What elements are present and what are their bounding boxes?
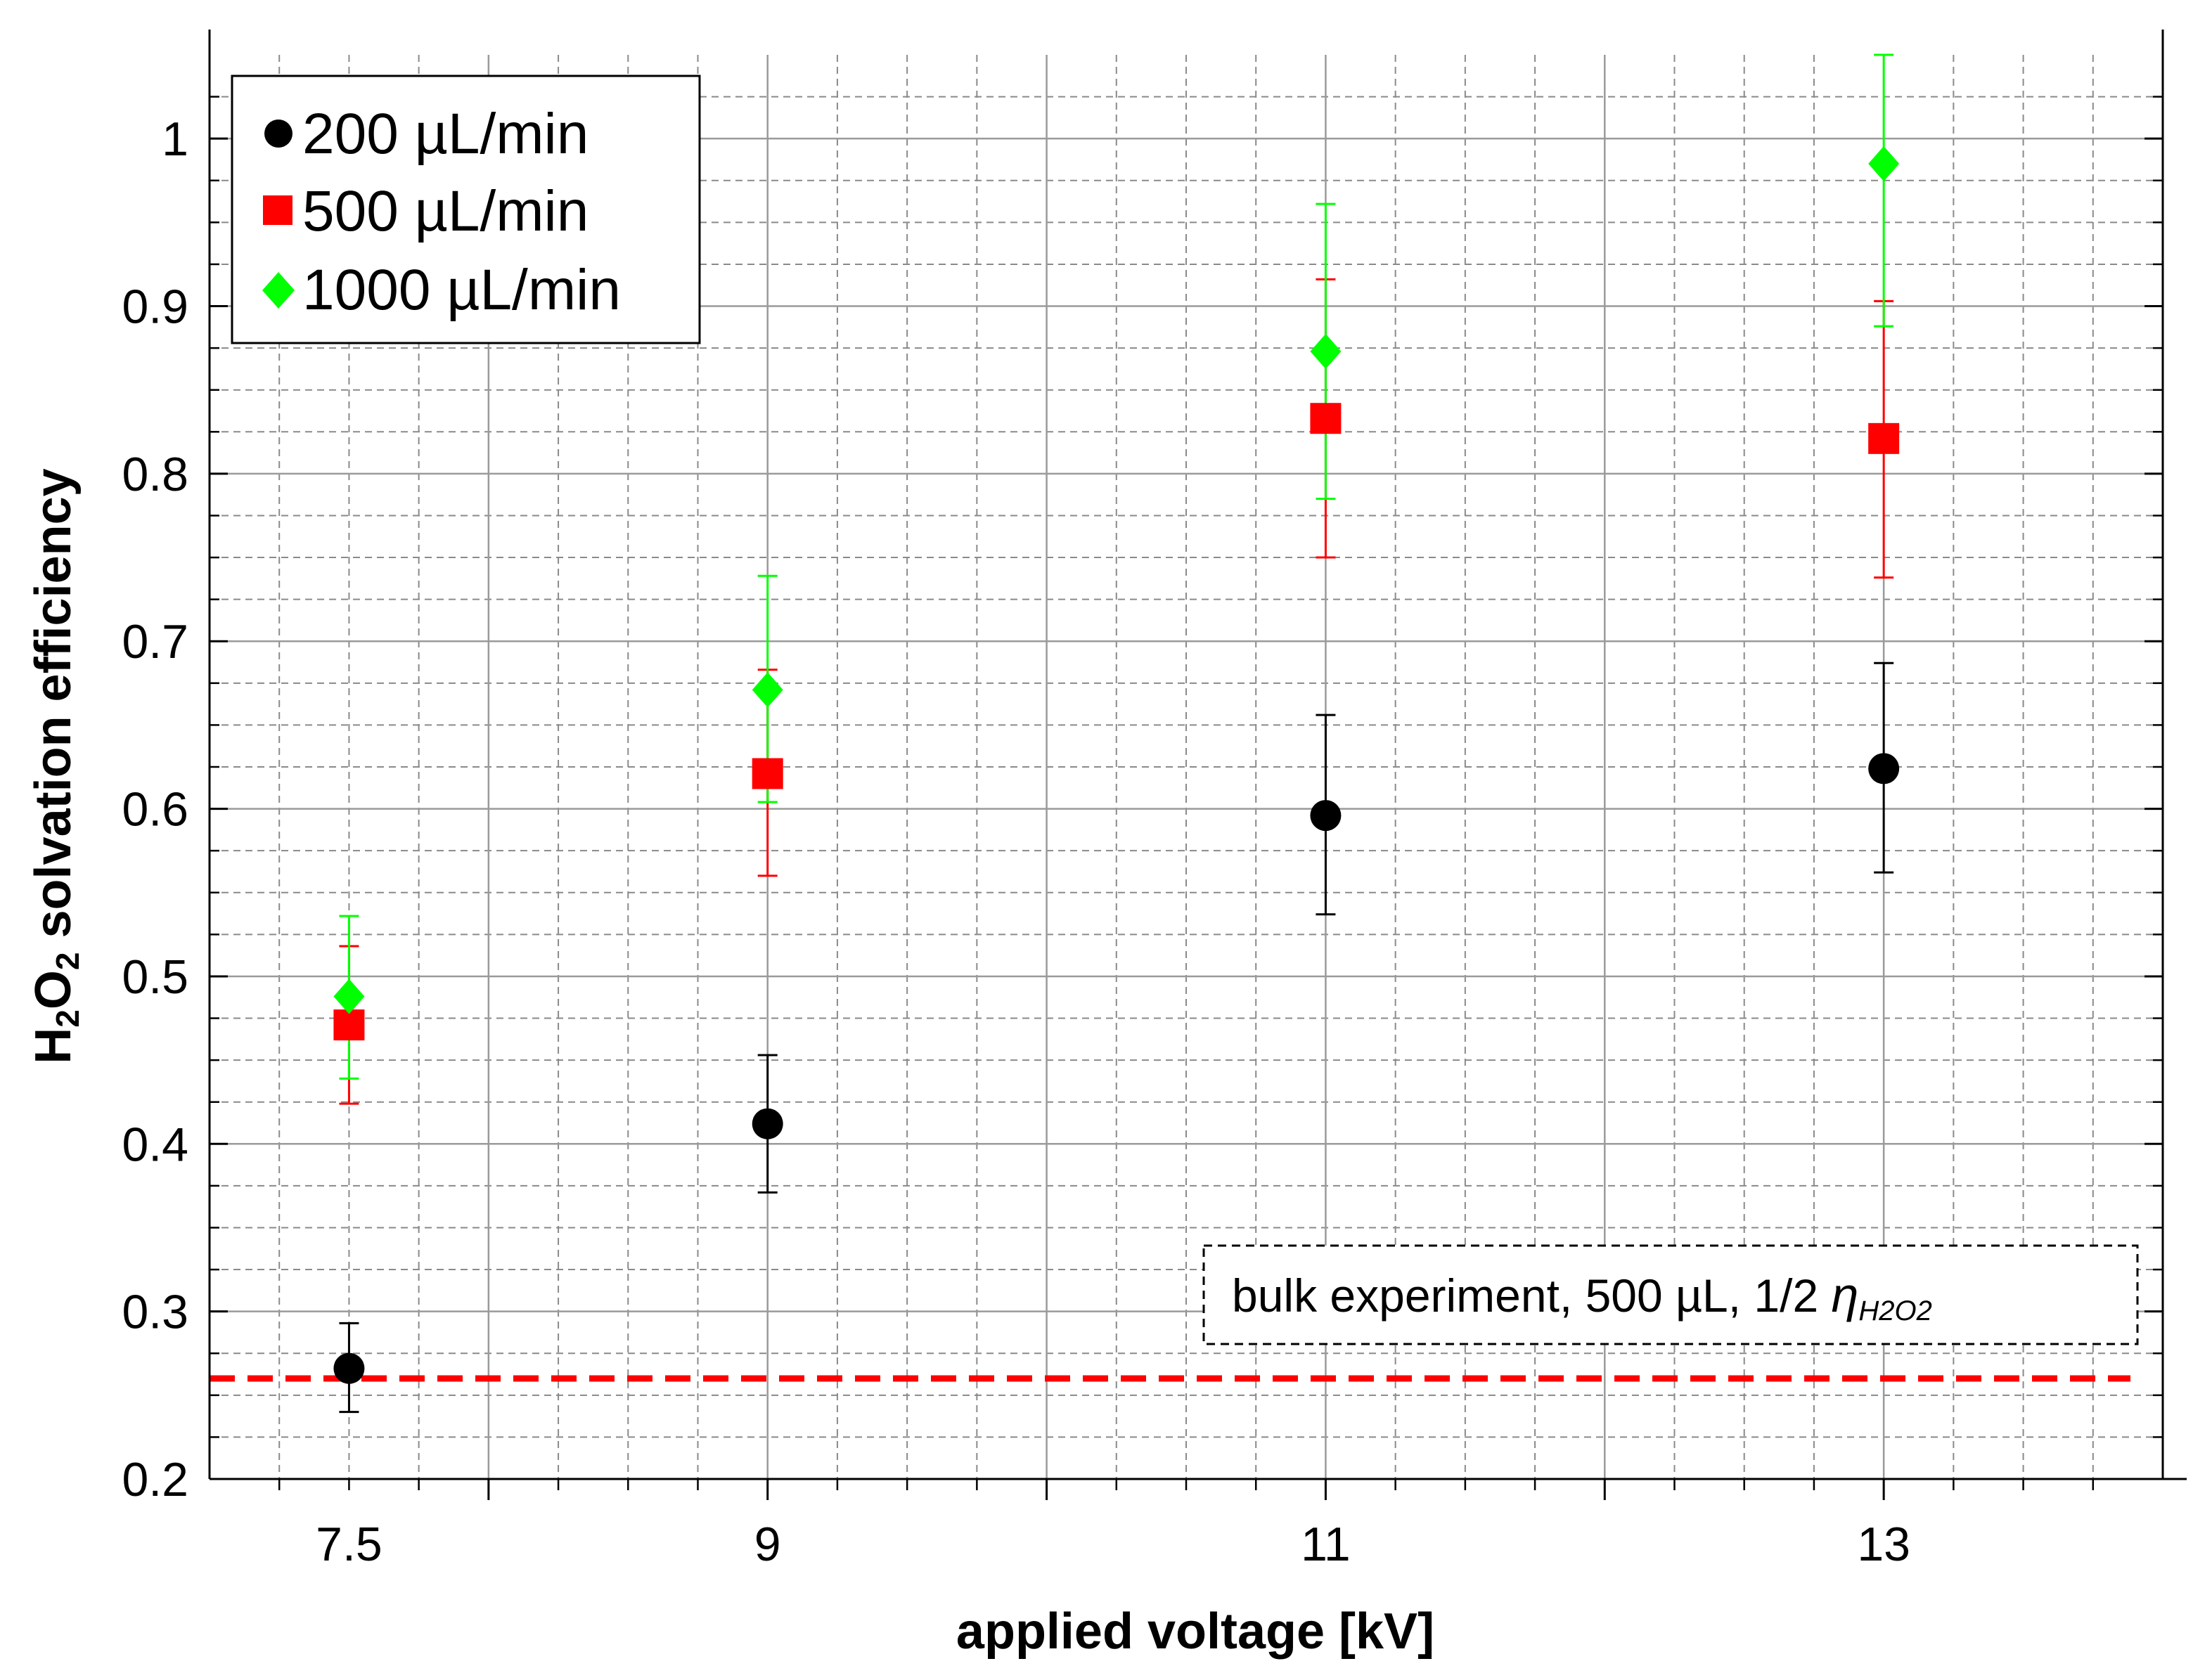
y-tick-label: 0.2 [122,1453,188,1506]
y-tick-label: 0.9 [122,280,188,334]
y-tick-label: 0.4 [122,1118,188,1171]
data-point-1000 [1868,146,1900,181]
x-tick-label: 13 [1857,1518,1910,1571]
x-axis-title: applied voltage [kV] [956,1603,1434,1660]
data-point-1000 [333,978,365,1014]
tick-labels: 0.2 0.3 0.4 0.5 0.6 0.7 0.8 0.9 1 7.5 9 11 13 [122,112,1910,1571]
y-tick-label: 0.7 [122,615,188,668]
y-tick-label: 0.5 [122,950,188,1004]
axes [208,30,2187,1480]
ticks [210,96,2163,1500]
legend-marker-500 [263,195,292,225]
legend: 200 µL/min 500 µL/min 1000 µL/min [231,75,701,344]
y-axis-title: H2O2 solvation efficiency [25,468,86,1064]
data-point-500 [1868,422,1900,454]
y-tick-label: 0.6 [122,783,188,836]
data-point-200 [1310,800,1342,832]
data-point-200 [1868,753,1900,784]
y-tick-label: 1 [162,112,188,166]
annotation-box [1202,1244,2139,1345]
data-point-1000 [752,672,783,708]
data-point-200 [752,1108,783,1139]
x-tick-label: 9 [754,1518,781,1571]
annotation-text: bulk experiment, 500 µL, 1/2 ηH2O2 [1232,1267,1932,1326]
data-point-500 [1310,403,1342,434]
legend-label-1000: 1000 µL/min [302,258,621,322]
x-tick-label: 7.5 [316,1518,382,1571]
data-point-500 [333,1009,365,1041]
legend-marker-1000 [262,272,295,309]
legend-label-200: 200 µL/min [302,102,589,166]
x-tick-label: 11 [1301,1518,1351,1571]
data-point-1000 [1310,333,1342,369]
data-point-500 [752,758,783,789]
legend-box [231,75,701,344]
legend-marker-200 [264,119,292,148]
y-tick-label: 0.3 [122,1286,188,1339]
legend-label-500: 500 µL/min [302,179,589,243]
data-series [333,53,1900,1414]
annotation: bulk experiment, 500 µL, 1/2 ηH2O2 [1202,1244,2139,1345]
data-point-200 [333,1352,365,1384]
y-tick-label: 0.8 [122,448,188,501]
grid [210,55,2163,1480]
